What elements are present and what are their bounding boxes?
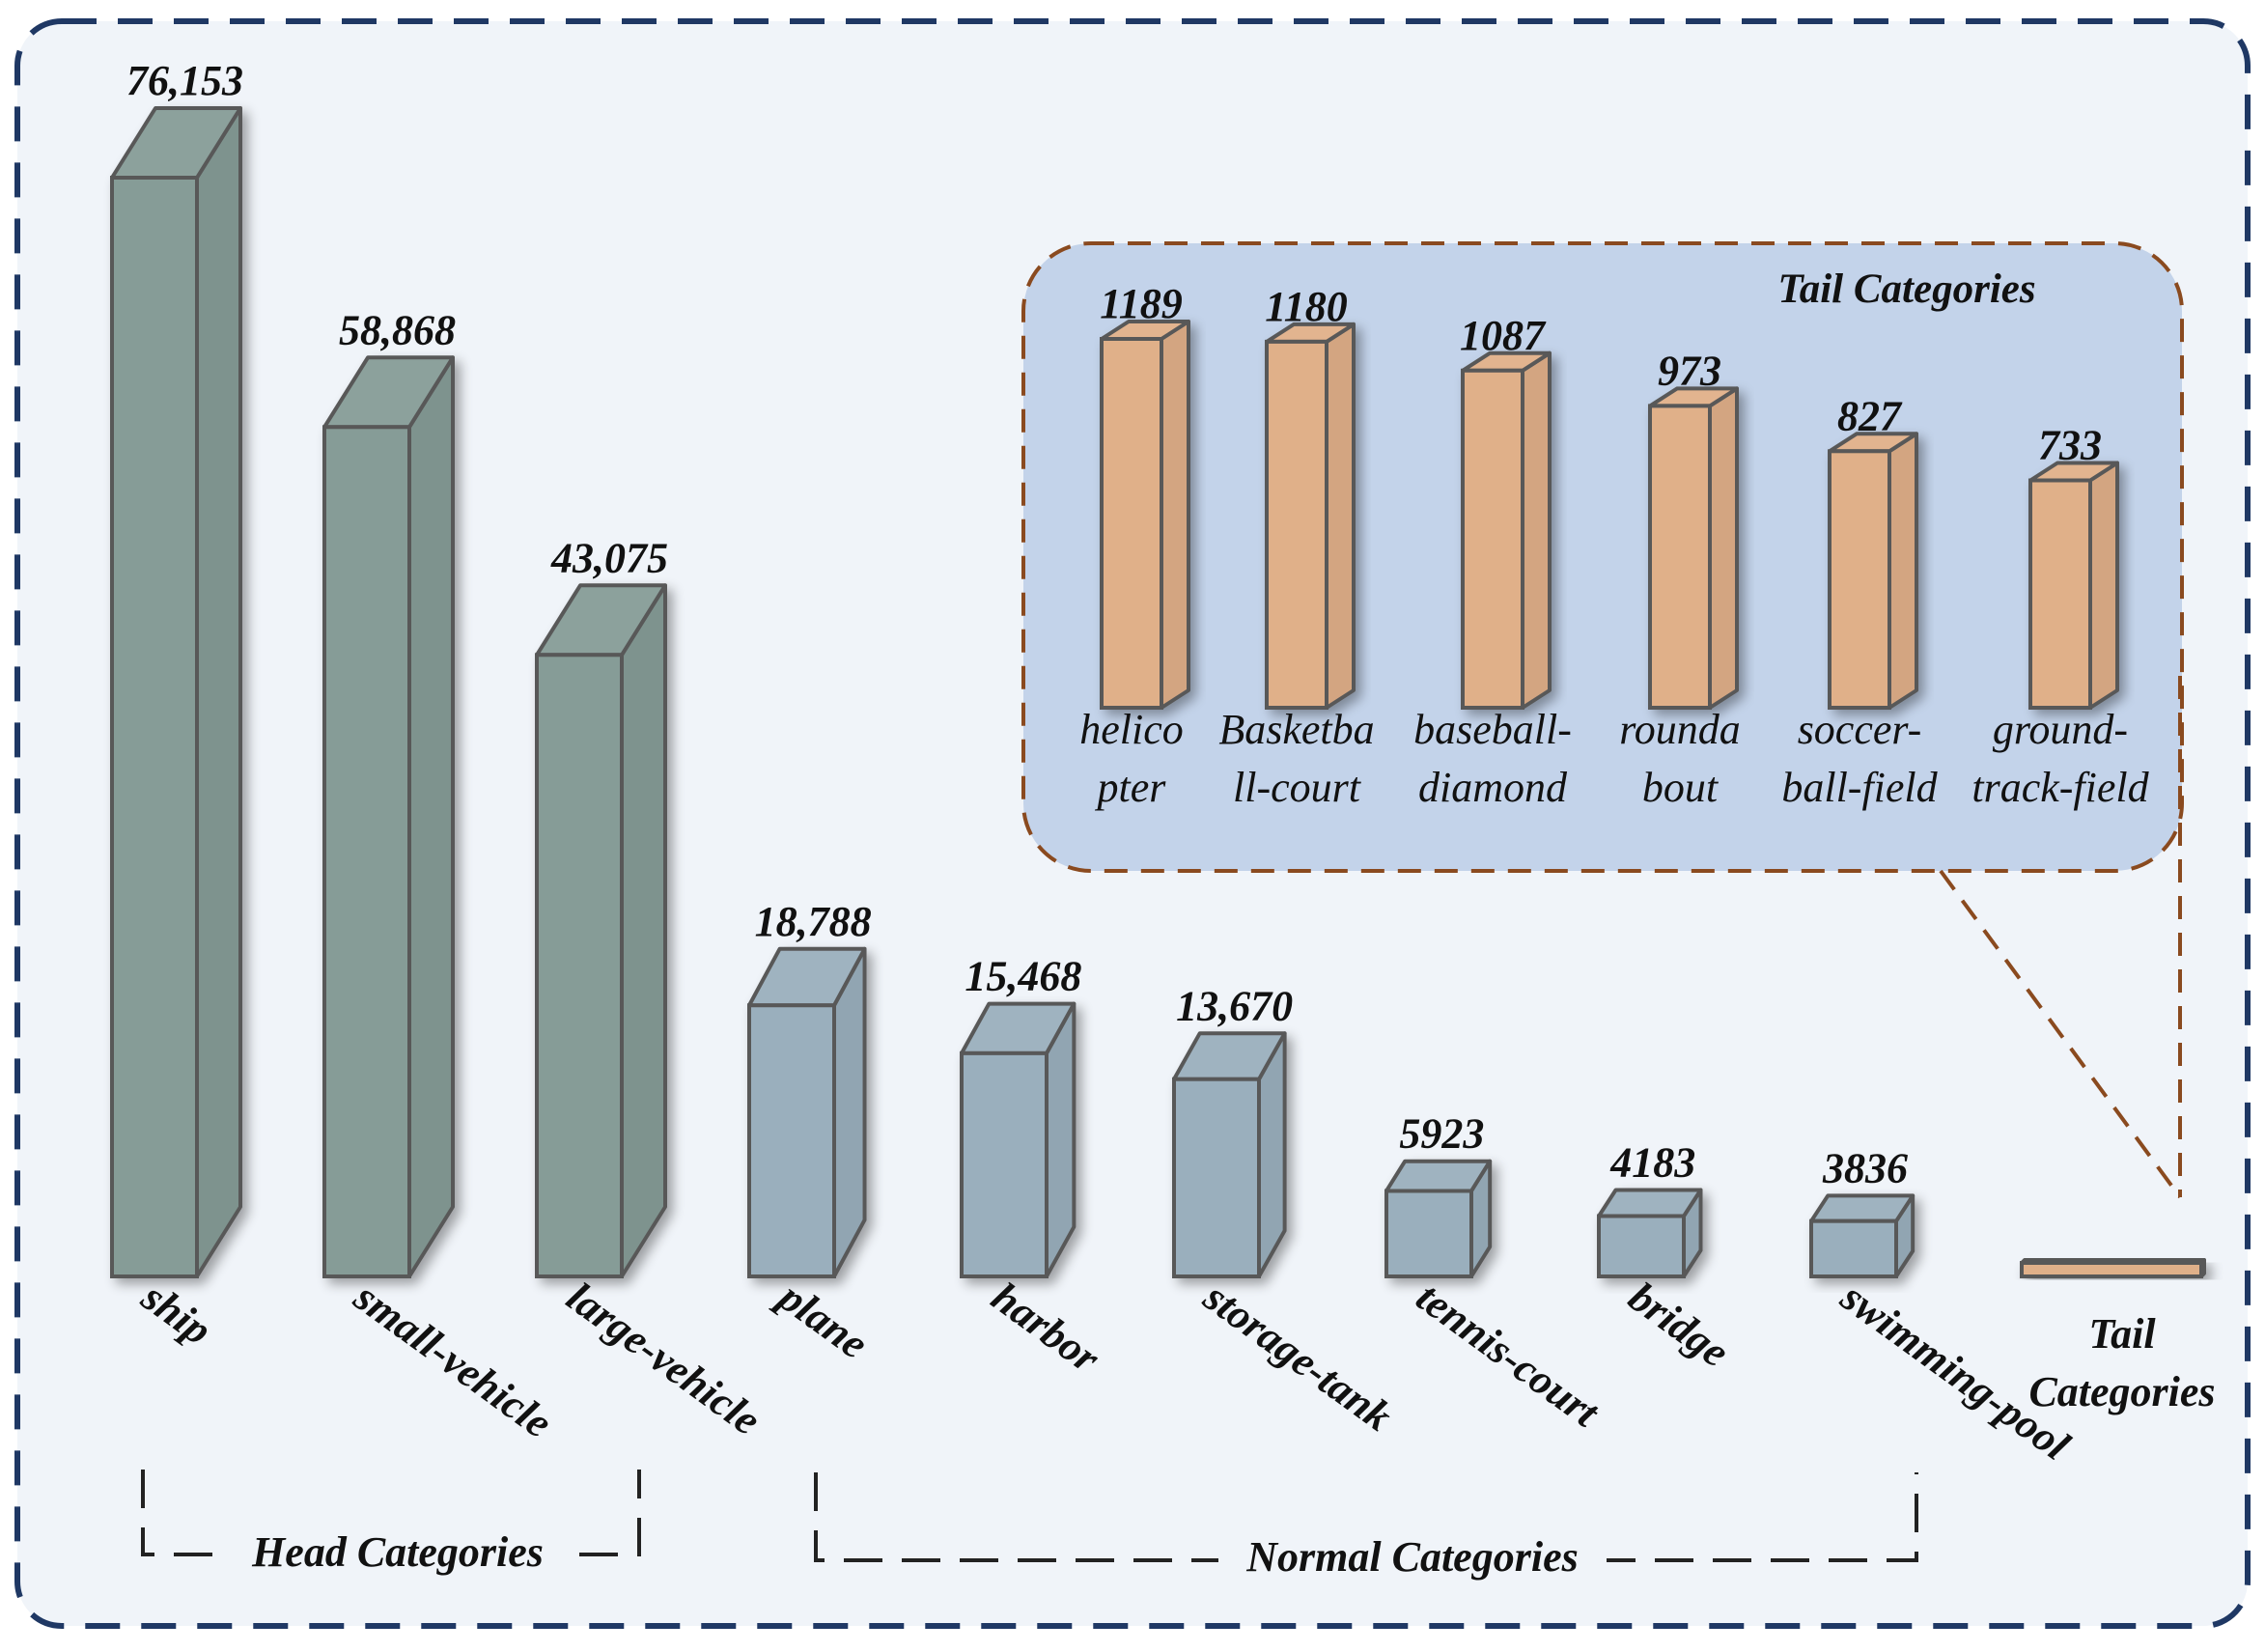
inset-label-baseball-diamond-line1: baseball- bbox=[1413, 706, 1572, 753]
inset-label-basketball-court-line2: ll-court bbox=[1233, 764, 1362, 811]
bar-bridge-front bbox=[1597, 1214, 1686, 1279]
bar-tennis-court bbox=[1384, 1159, 1493, 1278]
inset-value-soccer-ball-field: 827 bbox=[1837, 392, 1903, 439]
inset-bar-ground-track-field-front bbox=[2028, 478, 2092, 710]
value-label-small-vehicle: 58,868 bbox=[339, 306, 456, 353]
inset-label-baseball-diamond-line2: diamond bbox=[1418, 764, 1568, 811]
normal-label-bg bbox=[1218, 1535, 1607, 1585]
inset-value-ground-track-field: 733 bbox=[2038, 422, 2102, 469]
value-label-bridge: 4183 bbox=[1609, 1138, 1695, 1186]
inset-bar-baseball-diamond-side bbox=[1521, 350, 1552, 710]
inset-bar-basketball-court-side bbox=[1325, 322, 1356, 710]
inset-bar-baseball-diamond bbox=[1461, 350, 1552, 710]
inset-value-basketball-court: 1180 bbox=[1265, 283, 1348, 330]
bar-ship-side bbox=[195, 106, 242, 1278]
inset-label-roundabout-line2: bout bbox=[1642, 764, 1720, 811]
inset-bar-baseball-diamond-front bbox=[1461, 368, 1524, 710]
inset-bars-layer: 1189 helico pter 1180 Basketba ll-court 1087 ba… bbox=[1079, 280, 2149, 811]
value-label-tennis-court: 5923 bbox=[1399, 1110, 1484, 1158]
bar-large-vehicle-side bbox=[620, 583, 667, 1278]
bar-swimming-pool-top bbox=[1809, 1193, 1915, 1223]
value-label-storage-tank: 13,670 bbox=[1176, 982, 1293, 1029]
bar-plane bbox=[747, 946, 867, 1278]
bar-small-vehicle-front bbox=[322, 425, 411, 1279]
bar-tail-categories-front bbox=[2020, 1261, 2203, 1278]
inset-bar-helicopter-side bbox=[1160, 320, 1190, 710]
inset-title: Tail Categories bbox=[1777, 266, 2035, 312]
bar-bridge bbox=[1597, 1188, 1703, 1279]
inset-label-helicopter-line2: pter bbox=[1095, 764, 1167, 811]
bar-ship-front bbox=[110, 176, 199, 1278]
inset-label-roundabout-line1: rounda bbox=[1619, 706, 1741, 753]
bar-harbor bbox=[960, 1001, 1077, 1279]
inset-value-baseball-diamond: 1087 bbox=[1460, 312, 1547, 359]
inset-bar-soccer-ball-field bbox=[1828, 432, 1918, 710]
bar-harbor-front bbox=[960, 1050, 1049, 1279]
inset-label-basketball-court-line1: Basketba bbox=[1218, 706, 1374, 753]
inset-bar-basketball-court-front bbox=[1265, 339, 1328, 710]
inset-bar-soccer-ball-field-front bbox=[1828, 449, 1891, 710]
inset-label-helicopter-line1: helico bbox=[1079, 706, 1184, 753]
inset-bar-roundabout bbox=[1648, 386, 1739, 710]
inset-bar-helicopter-front bbox=[1100, 337, 1163, 710]
bar-large-vehicle bbox=[535, 583, 667, 1278]
tail-axis-label-line1: Tail bbox=[2088, 1310, 2156, 1358]
value-label-ship: 76,153 bbox=[126, 57, 243, 104]
bar-storage-tank bbox=[1172, 1031, 1287, 1278]
inset-label-soccer-ball-field-line1: soccer- bbox=[1798, 706, 1922, 753]
head-categories-label: Head Categories bbox=[251, 1528, 544, 1576]
inset-connector-left bbox=[1939, 869, 2182, 1199]
bar-small-vehicle bbox=[322, 355, 455, 1279]
bar-ship bbox=[110, 106, 242, 1278]
inset-bar-roundabout-side bbox=[1708, 386, 1739, 710]
inset-bar-basketball-court bbox=[1265, 322, 1356, 710]
bar-small-vehicle-side bbox=[407, 355, 455, 1278]
bar-tennis-court-top bbox=[1384, 1159, 1493, 1193]
tail-axis-label-line2: Categories bbox=[2028, 1368, 2215, 1415]
inset-value-helicopter: 1189 bbox=[1100, 280, 1183, 327]
inset-bar-ground-track-field-side bbox=[2088, 461, 2119, 710]
bar-bridge-top bbox=[1597, 1188, 1703, 1218]
inset-bar-ground-track-field bbox=[2028, 461, 2119, 710]
inset-value-roundabout: 973 bbox=[1658, 347, 1721, 394]
bar-storage-tank-front bbox=[1172, 1077, 1261, 1278]
value-label-plane: 18,788 bbox=[755, 898, 872, 945]
bar-tennis-court-front bbox=[1384, 1189, 1473, 1278]
bar-tail-categories bbox=[2020, 1258, 2206, 1278]
bar-plane-front bbox=[747, 1003, 836, 1278]
bar-swimming-pool bbox=[1809, 1193, 1915, 1279]
inset-bar-roundabout-front bbox=[1648, 404, 1712, 710]
inset-label-ground-track-field-line1: ground- bbox=[1993, 706, 2128, 753]
head-label-bg bbox=[230, 1530, 568, 1579]
inset-bar-soccer-ball-field-side bbox=[1888, 432, 1918, 710]
bar-large-vehicle-front bbox=[535, 653, 624, 1278]
value-label-harbor: 15,468 bbox=[965, 953, 1081, 1000]
inset-label-ground-track-field-line2: track-field bbox=[1971, 764, 2149, 811]
inset-label-soccer-ball-field-line2: ball-field bbox=[1781, 764, 1938, 811]
value-label-swimming-pool: 3836 bbox=[1822, 1144, 1908, 1191]
value-label-large-vehicle: 43,075 bbox=[550, 534, 668, 581]
normal-categories-label: Normal Categories bbox=[1245, 1533, 1578, 1581]
inset-bar-helicopter bbox=[1100, 320, 1190, 710]
bar-swimming-pool-front bbox=[1809, 1218, 1898, 1279]
